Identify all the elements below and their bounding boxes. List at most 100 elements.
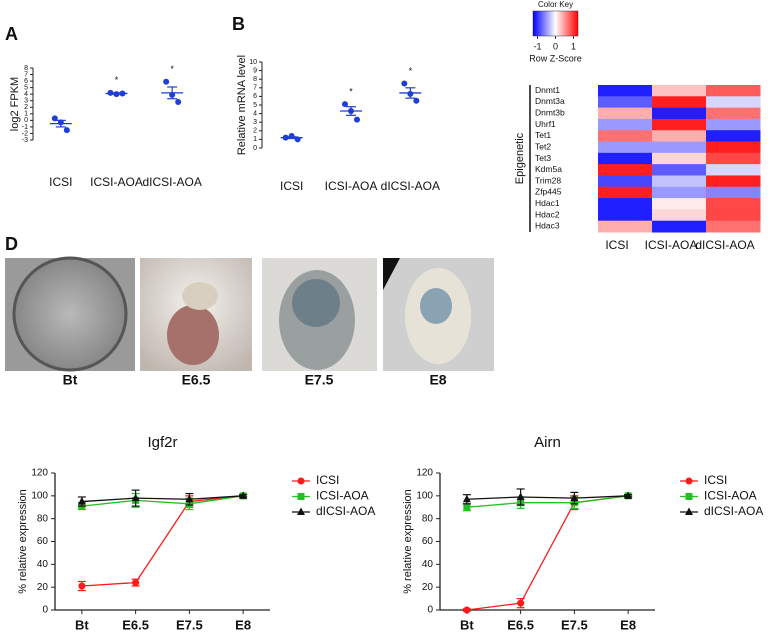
series-line bbox=[81, 495, 244, 503]
x-tick-label: dICSI-AOA bbox=[142, 175, 201, 189]
heatmap-cell bbox=[652, 209, 707, 222]
y-tick-label: 7 bbox=[253, 85, 257, 92]
heatmap-cell bbox=[706, 209, 761, 222]
y-tick-label: 1 bbox=[253, 136, 257, 143]
significance-mark: * bbox=[349, 87, 353, 97]
key-tick-label: -1 bbox=[533, 41, 541, 51]
heatmap-cell bbox=[706, 85, 761, 97]
y-tick-label: 60 bbox=[37, 536, 49, 547]
blastocyst bbox=[12, 256, 128, 372]
heatmap-cell bbox=[652, 198, 707, 210]
y-tick-label: 40 bbox=[422, 559, 434, 570]
key-title: Color Key bbox=[538, 0, 573, 9]
x-tick-label: E8 bbox=[235, 617, 251, 632]
heatmap-cell bbox=[652, 164, 707, 176]
embryo-photos bbox=[5, 256, 494, 372]
y-tick-label: 5 bbox=[24, 84, 28, 91]
significance-mark: * bbox=[409, 66, 413, 76]
y-tick-label: 4 bbox=[24, 91, 28, 98]
key-label: Row Z-Score bbox=[529, 53, 582, 63]
marker bbox=[685, 477, 693, 485]
significance-mark: * bbox=[115, 75, 119, 85]
y-tick-label: 3 bbox=[253, 119, 257, 126]
y-tick-label: -1 bbox=[22, 124, 28, 131]
heatmap-cell bbox=[652, 130, 707, 143]
marker bbox=[132, 579, 140, 587]
row-label: Hdac3 bbox=[535, 221, 560, 231]
heatmap-cell bbox=[706, 164, 761, 176]
legend-label: ICSI bbox=[316, 473, 339, 487]
image-label: Bt bbox=[63, 372, 78, 388]
marker bbox=[624, 491, 633, 499]
y-tick-label: 0 bbox=[42, 605, 48, 616]
image-label: E7.5 bbox=[305, 372, 334, 388]
y-tick-label: 5 bbox=[253, 102, 257, 109]
y-tick-label: 6 bbox=[24, 78, 28, 85]
row-label: Hdac1 bbox=[535, 198, 560, 208]
heatmap-cell bbox=[598, 141, 653, 154]
marker bbox=[462, 494, 471, 503]
row-label: Dnmt1 bbox=[535, 85, 560, 95]
row-label: Dnmt3b bbox=[535, 108, 565, 118]
row-label: Tet2 bbox=[535, 141, 551, 151]
marker bbox=[131, 493, 140, 502]
data-point bbox=[175, 99, 182, 106]
panel-label: B bbox=[232, 14, 245, 34]
panel-label: A bbox=[5, 24, 18, 44]
marker bbox=[78, 582, 86, 590]
heatmap-cell bbox=[706, 118, 761, 131]
marker bbox=[517, 599, 525, 607]
heatmap-cell bbox=[652, 107, 707, 120]
y-tick-label: 2 bbox=[24, 104, 28, 111]
heatmap-cell bbox=[706, 152, 761, 165]
color-key bbox=[532, 10, 579, 37]
marker bbox=[463, 606, 471, 614]
y-axis-label: % relative expression bbox=[402, 489, 414, 594]
data-point bbox=[163, 78, 170, 85]
legend-label: ICSI bbox=[704, 473, 727, 487]
heatmap-cell bbox=[598, 164, 653, 176]
column-label: ICSI-AOA bbox=[645, 238, 698, 252]
marker bbox=[463, 503, 471, 511]
heatmap-cell bbox=[652, 118, 707, 131]
significance-mark: * bbox=[170, 64, 174, 74]
heatmap-cell bbox=[598, 85, 653, 97]
legend-label: ICSI-AOA bbox=[704, 489, 757, 503]
y-tick-label: 10 bbox=[249, 59, 257, 66]
key-tick-label: 1 bbox=[571, 41, 576, 51]
key-tick-label: 0 bbox=[553, 41, 558, 51]
x-tick-label: Bt bbox=[460, 617, 474, 632]
data-point bbox=[342, 101, 348, 108]
chart-title: Igf2r bbox=[147, 434, 177, 451]
heatmap-cell bbox=[706, 96, 761, 109]
row-label: Hdac2 bbox=[535, 209, 560, 219]
row-label: Zfp445 bbox=[535, 187, 562, 197]
heatmap-cell bbox=[652, 85, 707, 97]
y-tick-label: 100 bbox=[31, 490, 48, 501]
heatmap-cell bbox=[652, 152, 707, 165]
y-axis-label: Relative mRNA level bbox=[236, 55, 248, 155]
y-tick-label: 80 bbox=[37, 513, 49, 524]
legend-label: dICSI-AOA bbox=[316, 504, 375, 518]
column-label: dICSI-AOA bbox=[695, 238, 754, 252]
heatmap-cell bbox=[598, 152, 653, 165]
heatmap-cell bbox=[652, 175, 707, 188]
y-tick-label: 60 bbox=[422, 536, 434, 547]
y-axis-label: log2 FPKM bbox=[9, 77, 21, 131]
series-line bbox=[81, 495, 244, 587]
row-label: Tet3 bbox=[535, 153, 551, 163]
y-tick-label: 4 bbox=[253, 110, 257, 117]
data-point bbox=[413, 97, 420, 104]
heatmap-cell bbox=[706, 141, 761, 154]
y-tick-label: 0 bbox=[427, 605, 433, 616]
y-tick-label: 8 bbox=[253, 76, 257, 83]
data-point bbox=[63, 127, 70, 134]
heatmap-cell bbox=[652, 141, 707, 154]
y-tick-label: 2 bbox=[253, 128, 257, 135]
legend-label: dICSI-AOA bbox=[704, 504, 763, 518]
x-tick-label: Bt bbox=[75, 617, 89, 632]
y-tick-label: 3 bbox=[24, 98, 28, 105]
y-tick-label: 0 bbox=[24, 117, 28, 124]
series-line bbox=[81, 495, 244, 507]
